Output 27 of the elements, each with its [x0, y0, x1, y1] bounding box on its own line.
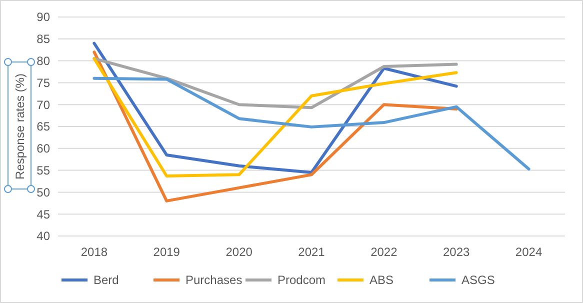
y-tick-label: 65	[36, 120, 50, 134]
line-series	[92, 50, 458, 202]
x-tick-label: 2023	[443, 245, 470, 259]
y-tick-label: 60	[36, 142, 50, 156]
legend-label: ASGS	[462, 273, 495, 288]
y-tick-label: 80	[36, 54, 50, 68]
y-tick-label: 85	[36, 32, 50, 46]
x-tick-label: 2022	[370, 245, 398, 259]
y-axis-title: Response rates (%)	[13, 73, 27, 180]
legend-label: Berd	[94, 273, 119, 288]
y-tick-label: 70	[36, 98, 50, 112]
x-tick-label: 2018	[80, 245, 108, 259]
x-tick-label: 2021	[298, 245, 326, 259]
y-tick-label: 45	[36, 207, 50, 222]
legend-label: ABS	[370, 273, 394, 288]
legend-label: Purchases	[186, 273, 242, 288]
line-series	[92, 76, 530, 170]
y-tick-label: 90	[36, 10, 50, 24]
x-tick-label: 2019	[153, 245, 180, 259]
x-tick-label: 2020	[226, 245, 253, 259]
x-tick-label: 2024	[515, 245, 542, 259]
y-tick-label: 55	[36, 164, 50, 178]
legend-label: Prodcom	[278, 273, 326, 288]
y-tick-label: 50	[36, 185, 50, 200]
line-series	[92, 57, 458, 110]
y-tick-label: 40	[36, 229, 50, 244]
y-tick-label: 75	[36, 76, 50, 90]
